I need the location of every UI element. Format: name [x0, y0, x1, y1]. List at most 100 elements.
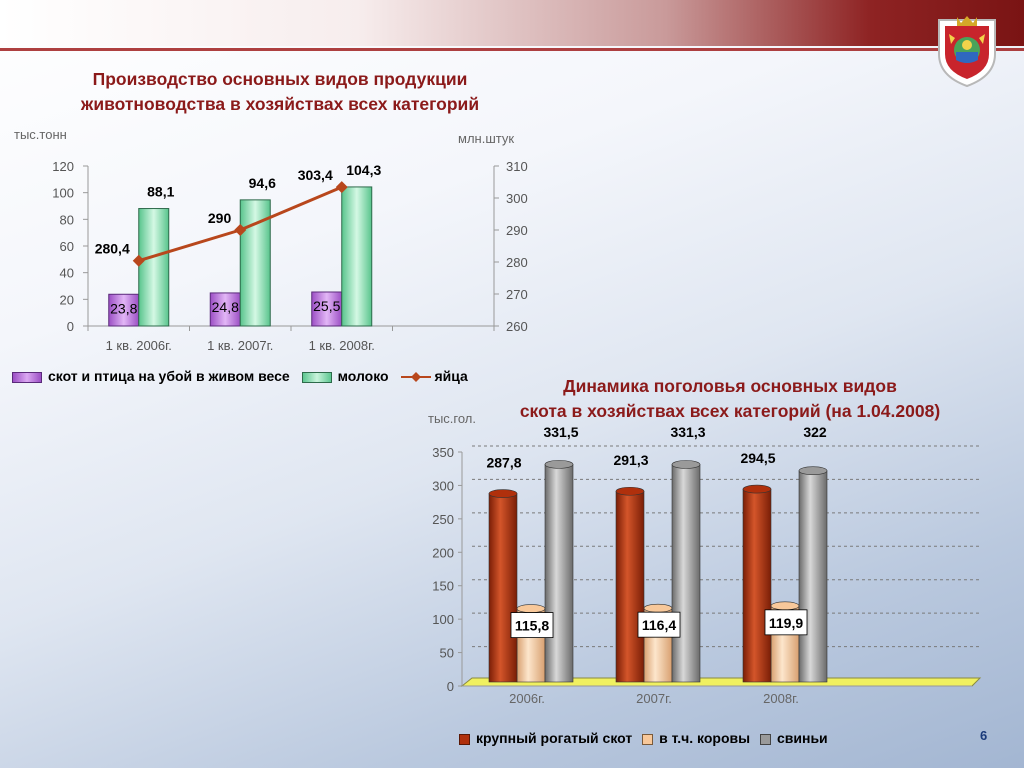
chart1-label-milk: 88,1	[147, 184, 174, 200]
chart1-y-tick-label: 60	[60, 239, 74, 254]
chart2-bar-cap-cows	[516, 604, 546, 613]
chart1-title: Производство основных видов продукции жи…	[40, 67, 520, 117]
page-number: 6	[980, 728, 988, 743]
legend-item-livestock: скот и птица на убой в живом весе	[12, 368, 294, 384]
chart1-title-line2: животноводства в хозяйствах всех категор…	[80, 94, 480, 114]
chart2-y-axis-unit: тыс.гол.	[428, 411, 477, 426]
legend-swatch-milk	[301, 371, 332, 383]
top-divider	[0, 48, 1024, 51]
chart2-label-cattle: 291,3	[613, 452, 648, 468]
chart1-label-eggs: 280,4	[95, 241, 130, 257]
chart1-x-tick-label: 1 кв. 2008г.	[309, 338, 375, 353]
chart1-x-tick-label: 1 кв. 2007г.	[207, 338, 273, 353]
chart2-label-pigs: 331,5	[543, 424, 578, 440]
legend-swatch-cows	[642, 733, 654, 745]
legend-item-pigs: свиньи	[759, 730, 828, 746]
chart1-label-milk: 104,3	[346, 162, 381, 178]
chart2-label-pigs: 322	[803, 424, 827, 440]
chart2-bar-cap-cattle	[742, 484, 772, 494]
chart1-bar-livestock	[311, 291, 343, 327]
legend-item-cattle: крупный рогатый скот	[459, 730, 636, 746]
chart2-title-line1: Динамика поголовья основных видов	[563, 376, 897, 396]
chart2-legend: крупный рогатый скот в т.ч. коровы свинь…	[459, 730, 828, 746]
legend-label-eggs: яйца	[434, 368, 468, 384]
chart2-bar-pigs	[798, 470, 828, 683]
chart1-y2-tick-label: 300	[506, 191, 528, 206]
legend-item-milk: молоко	[301, 368, 393, 384]
chart1-label-eggs: 290	[208, 210, 232, 226]
legend-swatch-cattle	[459, 733, 470, 745]
chart2-title: Динамика поголовья основных видов скота …	[470, 374, 990, 424]
chart2-y-tick-label: 300	[432, 478, 454, 493]
chart1-title-line1: Производство основных видов продукции	[92, 69, 468, 89]
chart2-label-cows: 115,8	[515, 618, 549, 634]
chart2-x-tick-label: 2007г.	[636, 691, 672, 706]
chart1-point-eggs	[335, 181, 348, 194]
chart2-bar-cap-cows	[643, 603, 673, 613]
chart1-y-tick-label: 20	[60, 292, 74, 307]
chart1-label-milk: 94,6	[249, 175, 276, 191]
chart2-bar-cap-pigs	[798, 466, 828, 476]
legend-swatch-livestock	[12, 371, 42, 383]
legend-label-pigs: свиньи	[776, 730, 828, 746]
chart1-y-tick-label: 0	[67, 319, 74, 334]
chart2-label-box-cows	[637, 611, 681, 638]
top-banner	[0, 0, 1024, 46]
chart1-x-tick-label: 1 кв. 2006г.	[106, 338, 172, 353]
chart1-y2-tick-label: 290	[506, 223, 528, 238]
chart1-label-eggs: 303,4	[298, 167, 333, 183]
chart2-label-cattle: 287,8	[486, 455, 521, 471]
chart2-label-cattle: 294,5	[740, 450, 775, 466]
chart1-y2-tick-label: 260	[506, 319, 528, 334]
chart2-y-tick-label: 50	[440, 646, 454, 661]
chart2-y-tick-label: 0	[447, 679, 454, 694]
chart2-label-cows: 119,9	[769, 615, 803, 631]
chart2-bar-cap-cattle	[615, 486, 645, 496]
chart2-bar-cap-cows	[770, 601, 800, 611]
chart2-label-box-cows	[764, 609, 808, 636]
chart1-y2-tick-label: 310	[506, 159, 528, 174]
chart2-y-tick-label: 200	[432, 545, 454, 560]
chart1-point-eggs	[132, 254, 145, 267]
legend-label-cows: в т.ч. коровы	[659, 730, 751, 746]
chart2-bar-cap-pigs	[544, 460, 574, 469]
chart1-y-axis-unit: тыс.тонн	[14, 127, 67, 142]
chart2-bar-cattle	[488, 493, 518, 683]
chart1-bar-livestock	[108, 293, 140, 327]
chart2-y-tick-label: 100	[432, 612, 454, 627]
chart1-bar-milk	[138, 208, 170, 327]
legend-swatch-pigs	[759, 733, 771, 745]
chart1-y2-tick-label: 280	[506, 255, 528, 270]
coat-of-arms-icon	[938, 16, 996, 88]
chart1-label-livestock: 23,8	[110, 300, 137, 316]
chart1-bar-livestock	[209, 292, 241, 327]
chart1-y-tick-label: 80	[60, 212, 74, 227]
chart2-bar-pigs	[544, 464, 574, 683]
chart2-label-pigs: 331,3	[670, 424, 705, 440]
chart1-label-livestock: 24,8	[212, 299, 239, 315]
chart1-bar-milk	[341, 186, 373, 327]
chart2-bar-cattle	[615, 490, 645, 683]
chart2-label-box-cows	[510, 612, 554, 638]
legend-label-livestock: скот и птица на убой в живом весе	[48, 368, 290, 384]
chart2-bar-cap-cattle	[488, 489, 518, 498]
legend-item-eggs: яйца	[400, 368, 468, 384]
legend-swatch-eggs	[400, 372, 431, 383]
chart2-x-tick-label: 2008г.	[763, 691, 799, 706]
chart2-bar-cap-pigs	[671, 460, 701, 469]
chart1-legend: скот и птица на убой в живом весе молоко…	[12, 368, 468, 384]
chart1-y2-axis-unit: млн.штук	[458, 131, 515, 146]
chart1-y-tick-label: 100	[52, 186, 74, 201]
chart1-point-eggs	[234, 224, 247, 236]
chart2-y-tick-label: 150	[432, 579, 454, 594]
chart1-y-tick-label: 40	[60, 266, 74, 281]
chart2-y-tick-label: 250	[432, 512, 454, 527]
legend-label-cattle: крупный рогатый скот	[476, 730, 633, 746]
chart2-title-line2: скота в хозяйствах всех категорий (на 1.…	[519, 401, 941, 421]
legend-item-cows: в т.ч. коровы	[642, 730, 754, 746]
chart2-bar-cattle	[742, 488, 772, 683]
chart2-x-tick-label: 2006г.	[509, 691, 545, 706]
legend-label-milk: молоко	[337, 368, 389, 384]
